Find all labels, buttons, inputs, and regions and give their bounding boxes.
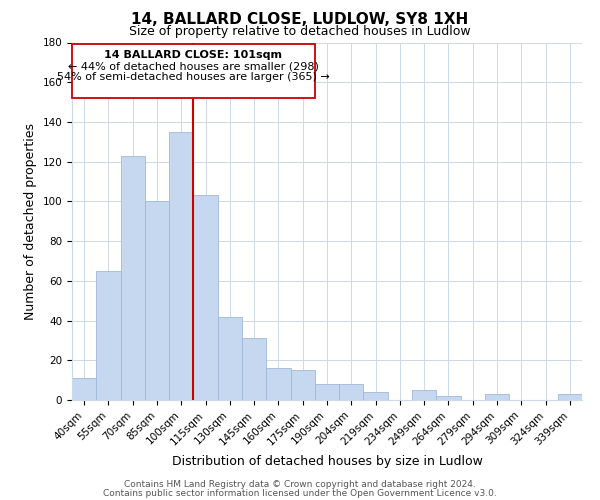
Text: Contains public sector information licensed under the Open Government Licence v3: Contains public sector information licen… xyxy=(103,488,497,498)
Bar xyxy=(290,370,315,400)
Bar xyxy=(339,384,364,400)
Bar xyxy=(96,271,121,400)
FancyBboxPatch shape xyxy=(72,44,315,98)
Text: Contains HM Land Registry data © Crown copyright and database right 2024.: Contains HM Land Registry data © Crown c… xyxy=(124,480,476,489)
Y-axis label: Number of detached properties: Number of detached properties xyxy=(24,122,37,320)
Bar xyxy=(169,132,193,400)
Bar xyxy=(72,378,96,400)
Bar xyxy=(266,368,290,400)
Text: Size of property relative to detached houses in Ludlow: Size of property relative to detached ho… xyxy=(129,25,471,38)
Bar xyxy=(364,392,388,400)
Bar xyxy=(242,338,266,400)
Text: 14, BALLARD CLOSE, LUDLOW, SY8 1XH: 14, BALLARD CLOSE, LUDLOW, SY8 1XH xyxy=(131,12,469,28)
Bar xyxy=(558,394,582,400)
Text: ← 44% of detached houses are smaller (298): ← 44% of detached houses are smaller (29… xyxy=(68,62,319,72)
X-axis label: Distribution of detached houses by size in Ludlow: Distribution of detached houses by size … xyxy=(172,455,482,468)
Bar xyxy=(193,196,218,400)
Bar xyxy=(485,394,509,400)
Bar xyxy=(315,384,339,400)
Bar xyxy=(121,156,145,400)
Text: 54% of semi-detached houses are larger (365) →: 54% of semi-detached houses are larger (… xyxy=(57,72,330,83)
Bar xyxy=(436,396,461,400)
Bar xyxy=(218,316,242,400)
Bar xyxy=(412,390,436,400)
Bar xyxy=(145,202,169,400)
Text: 14 BALLARD CLOSE: 101sqm: 14 BALLARD CLOSE: 101sqm xyxy=(104,50,283,60)
